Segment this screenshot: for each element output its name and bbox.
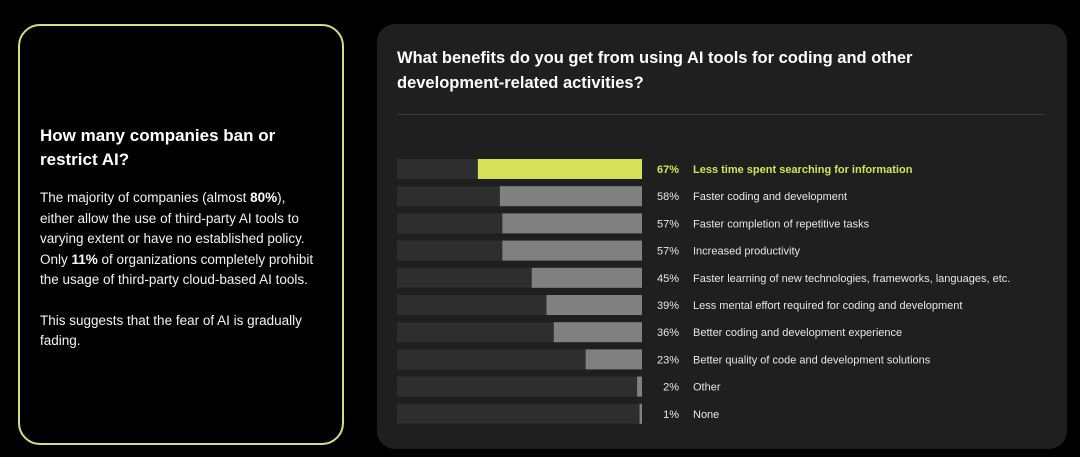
bar-4	[531, 267, 642, 288]
info-card-paragraph-1: The majority of companies (almost 80%), …	[40, 188, 322, 291]
bar-6	[553, 322, 642, 343]
value-label-4: 45%	[657, 273, 679, 285]
info-card-title: How many companies ban or restrict AI?	[40, 126, 276, 169]
category-label-9: None	[693, 409, 719, 421]
bar-1	[499, 186, 642, 207]
value-label-5: 39%	[657, 300, 679, 312]
bar-3	[502, 240, 642, 261]
category-label-7: Better quality of code and development s…	[693, 354, 931, 366]
value-label-9: 1%	[663, 409, 679, 421]
category-label-2: Faster completion of repetitive tasks	[693, 218, 870, 230]
info-card: How many companies ban or restrict AI? T…	[18, 24, 344, 445]
info-card-paragraph-2: This suggests that the fear of AI is gra…	[40, 312, 302, 349]
value-label-2: 57%	[657, 218, 679, 230]
para1-text-e: of organizations completely prohibit the…	[40, 251, 314, 288]
value-label-0: 67%	[657, 164, 679, 176]
category-label-5: Less mental effort required for coding a…	[693, 300, 962, 312]
bar-7	[585, 349, 642, 370]
bar-track-7	[397, 349, 642, 370]
bar-0	[477, 159, 642, 179]
value-label-7: 23%	[657, 354, 679, 366]
para1-highlight-11: 11%	[71, 251, 98, 267]
category-label-0: Less time spent searching for informatio…	[693, 164, 913, 176]
chart-title: What benefits do you get from using AI t…	[397, 49, 913, 92]
value-label-1: 58%	[657, 191, 679, 203]
value-label-6: 36%	[657, 327, 679, 339]
category-label-1: Faster coding and development	[693, 191, 847, 203]
category-label-4: Faster learning of new technologies, fra…	[693, 273, 1010, 285]
para1-highlight-80: 80%	[250, 190, 278, 205]
bar-track-9	[397, 403, 642, 424]
bar-track-8	[397, 376, 642, 397]
category-label-3: Increased productivity	[693, 246, 800, 258]
category-label-8: Other	[693, 382, 721, 394]
title-divider	[397, 114, 1045, 115]
para1-text-a: The majority of companies (almost	[40, 190, 251, 205]
benefits-bar-chart: 67% Less time spent searching for informa…	[397, 159, 1010, 424]
bar-9	[639, 403, 642, 424]
bar-5	[546, 295, 642, 315]
bar-8	[637, 376, 642, 397]
chart-card: What benefits do you get from using AI t…	[377, 24, 1067, 449]
bar-2	[502, 213, 642, 234]
para1-text-c: ), either allow the use of third-party A…	[40, 190, 305, 267]
category-label-6: Better coding and development experience	[693, 327, 902, 339]
value-label-3: 57%	[657, 246, 679, 258]
value-label-8: 2%	[663, 382, 679, 394]
